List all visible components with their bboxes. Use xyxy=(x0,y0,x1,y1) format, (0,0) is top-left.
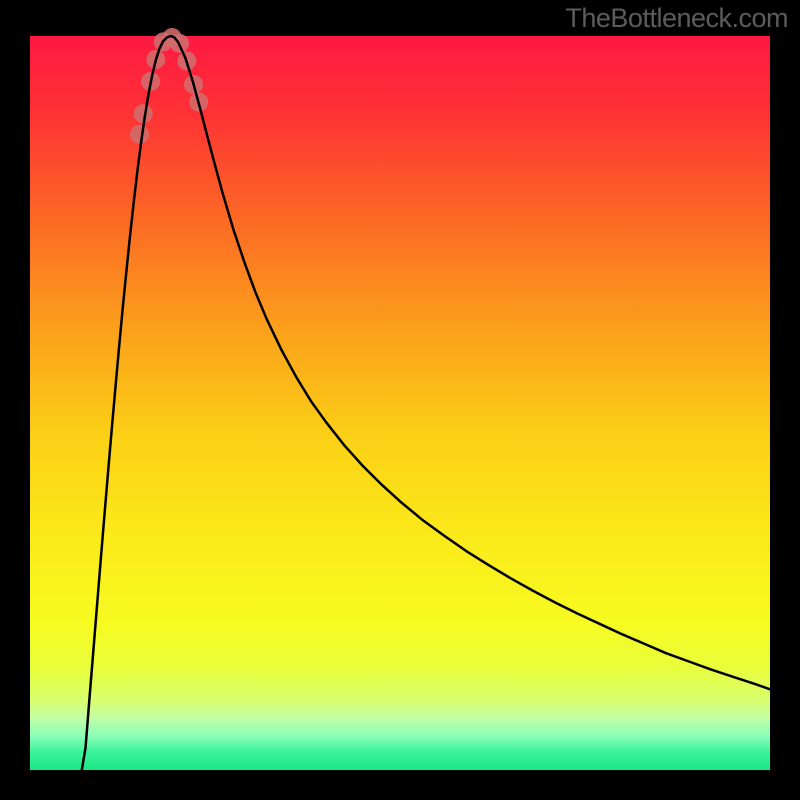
watermark-text: TheBottleneck.com xyxy=(565,3,788,34)
scatter-point xyxy=(130,125,149,144)
chart-svg xyxy=(0,0,800,800)
chart-container: TheBottleneck.com xyxy=(0,0,800,800)
